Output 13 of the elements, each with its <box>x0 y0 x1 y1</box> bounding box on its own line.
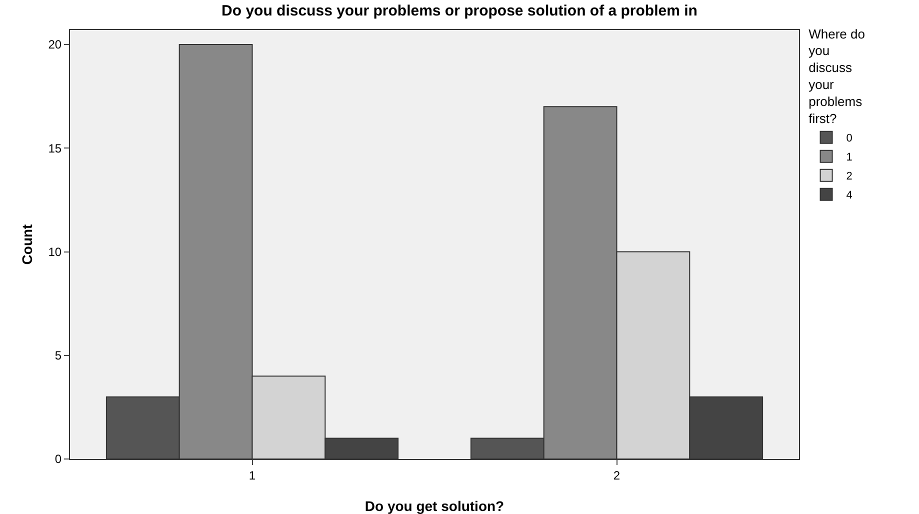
legend-label: 2 <box>846 170 852 183</box>
y-tick-label: 0 <box>54 452 62 466</box>
legend-title: Where do you discuss your problems first? <box>808 26 865 126</box>
y-axis-title: Count <box>19 224 35 265</box>
y-tick-label: 5 <box>54 348 62 363</box>
y-tick-label: 20 <box>48 38 62 52</box>
legend-label: 0 <box>846 132 852 145</box>
y-tick-label: 10 <box>48 244 62 259</box>
legend-label: 1 <box>846 152 852 164</box>
legend-label: 4 <box>846 190 852 202</box>
y-tick-label: 15 <box>48 141 62 156</box>
chart-title: Do you discuss your problems or propose solution of a problem in <box>222 2 698 20</box>
x-axis-title: Do you get solution? <box>364 498 504 514</box>
